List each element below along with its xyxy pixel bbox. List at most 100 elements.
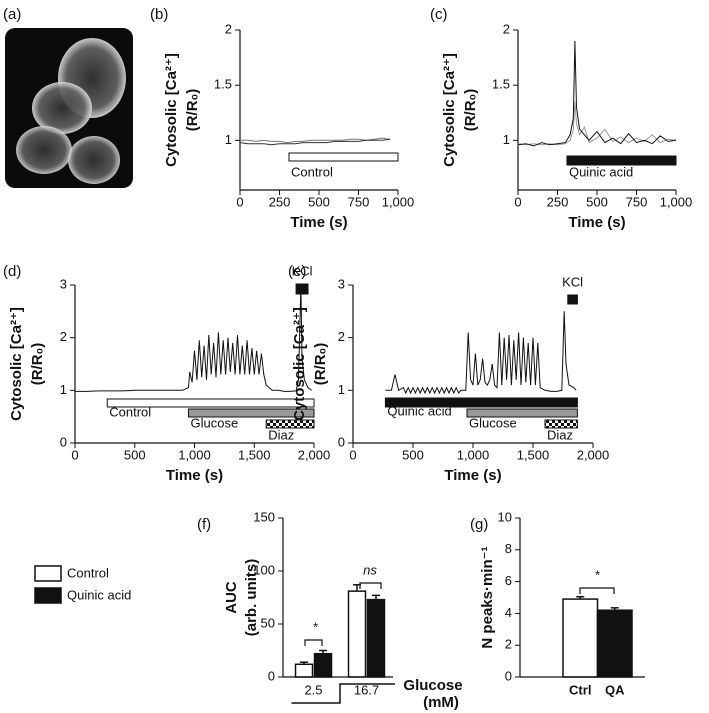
y-tick-label: 1 bbox=[503, 132, 510, 147]
x-axis-label: Time (s) bbox=[290, 214, 347, 231]
x-tick-label: 1,000 bbox=[382, 194, 415, 209]
trace bbox=[517, 40, 677, 147]
x-axis-label: Glucose bbox=[403, 677, 462, 694]
x-tick-label: 500 bbox=[586, 194, 608, 209]
y-tick-label: 10 bbox=[498, 509, 512, 524]
bar bbox=[366, 598, 386, 678]
significance-bracket bbox=[579, 587, 615, 594]
x-tick-label: 250 bbox=[547, 194, 569, 209]
condition-label: Glucose bbox=[191, 415, 239, 430]
panel-label: (d) bbox=[3, 263, 21, 280]
significance-label: * bbox=[312, 619, 318, 634]
y-tick-label: 1 bbox=[225, 132, 232, 147]
x-tick-label: QA bbox=[605, 682, 625, 697]
y-tick-label: 3 bbox=[60, 276, 67, 291]
y-tick-label: 2 bbox=[225, 21, 232, 36]
trace bbox=[517, 101, 677, 146]
y-tick-label: 0 bbox=[505, 668, 512, 683]
y-tick-label: 2 bbox=[60, 329, 67, 344]
y-tick-label: 0 bbox=[268, 668, 275, 683]
panel-label: (b) bbox=[150, 6, 168, 23]
significance-label: * bbox=[594, 567, 600, 582]
y-axis-label: Cytosolic [Ca²⁺] bbox=[8, 307, 25, 421]
significance-label: ns bbox=[363, 562, 377, 577]
x-tick-label: 2,000 bbox=[577, 447, 610, 462]
x-tick-label: 0 bbox=[514, 194, 521, 209]
condition-bar bbox=[384, 397, 578, 408]
legend-swatch bbox=[34, 587, 62, 604]
panel-label: (f) bbox=[197, 516, 211, 533]
x-tick-label: 750 bbox=[626, 194, 648, 209]
condition-label: KCl bbox=[562, 274, 583, 289]
y-tick-label: 1.5 bbox=[214, 77, 232, 92]
y-tick-label: 6 bbox=[505, 573, 512, 588]
condition-bar bbox=[566, 155, 677, 166]
bar bbox=[347, 590, 367, 678]
y-tick-label: 0 bbox=[338, 434, 345, 449]
condition-label: Diaz bbox=[268, 427, 294, 442]
panel-label: (c) bbox=[430, 6, 448, 23]
x-axis-label: Time (s) bbox=[568, 214, 625, 231]
y-axis-label: Cytosolic [Ca²⁺] bbox=[441, 53, 458, 167]
condition-bar bbox=[188, 408, 315, 418]
y-tick-label: 4 bbox=[505, 605, 512, 620]
legend-label: Control bbox=[67, 565, 109, 580]
condition-bar bbox=[466, 408, 578, 418]
condition-label: Quinic acid bbox=[569, 164, 633, 179]
y-axis-label: AUC bbox=[223, 581, 240, 614]
x-tick-label: 1,000 bbox=[457, 447, 490, 462]
x-tick-label: 500 bbox=[124, 447, 146, 462]
y-axis-label: N peaks·min⁻¹ bbox=[479, 546, 496, 648]
y-tick-label: 3 bbox=[338, 276, 345, 291]
significance-bracket bbox=[359, 582, 382, 589]
trace bbox=[75, 284, 312, 392]
trace bbox=[385, 311, 577, 395]
condition-label: Quinic acid bbox=[387, 403, 451, 418]
condition-bar bbox=[288, 152, 399, 162]
bar bbox=[562, 598, 599, 678]
x-axis-label: (mM) bbox=[423, 694, 459, 711]
condition-bar bbox=[295, 283, 309, 295]
y-tick-label: 2 bbox=[338, 329, 345, 344]
x-tick-label: 0 bbox=[236, 194, 243, 209]
bar bbox=[596, 609, 633, 678]
x-tick-label: 1,000 bbox=[178, 447, 211, 462]
condition-label: Control bbox=[109, 404, 151, 419]
significance-bracket bbox=[304, 639, 323, 646]
y-tick-label: 1 bbox=[338, 382, 345, 397]
x-axis-label: Time (s) bbox=[444, 467, 501, 484]
bar bbox=[294, 663, 314, 678]
y-axis-label: (R/R₀) bbox=[184, 89, 201, 132]
legend-label: Quinic acid bbox=[67, 587, 131, 602]
y-axis-label: (R/R₀) bbox=[29, 343, 46, 386]
x-tick-label: 1,000 bbox=[660, 194, 693, 209]
y-tick-label: 8 bbox=[505, 541, 512, 556]
x-tick-label: 500 bbox=[402, 447, 424, 462]
y-tick-label: 2 bbox=[505, 637, 512, 652]
x-tick-label: 1,500 bbox=[517, 447, 550, 462]
panel-label: (g) bbox=[470, 516, 488, 533]
y-tick-label: 1.5 bbox=[492, 77, 510, 92]
y-axis-label: (R/R₀) bbox=[462, 89, 479, 132]
y-axis-label: (arb. units) bbox=[243, 559, 260, 637]
x-axis-label: Time (s) bbox=[166, 467, 223, 484]
x-tick-label: 250 bbox=[269, 194, 291, 209]
x-tick-label: 500 bbox=[308, 194, 330, 209]
x-tick-label: 1,500 bbox=[238, 447, 271, 462]
y-tick-label: 0 bbox=[60, 434, 67, 449]
bar bbox=[313, 652, 333, 678]
condition-label: Diaz bbox=[547, 427, 573, 442]
condition-bar bbox=[106, 398, 315, 408]
condition-label: Glucose bbox=[469, 415, 517, 430]
micrograph bbox=[5, 28, 133, 188]
condition-bar bbox=[265, 419, 315, 429]
y-tick-label: 100 bbox=[253, 562, 275, 577]
x-tick-label: 2.5 bbox=[304, 682, 322, 697]
x-tick-label: 0 bbox=[349, 447, 356, 462]
x-tick-label: Ctrl bbox=[569, 682, 591, 697]
y-tick-label: 2 bbox=[503, 21, 510, 36]
panel-label: (a) bbox=[3, 6, 21, 23]
x-tick-label: 2,000 bbox=[298, 447, 331, 462]
legend-swatch bbox=[34, 565, 62, 582]
